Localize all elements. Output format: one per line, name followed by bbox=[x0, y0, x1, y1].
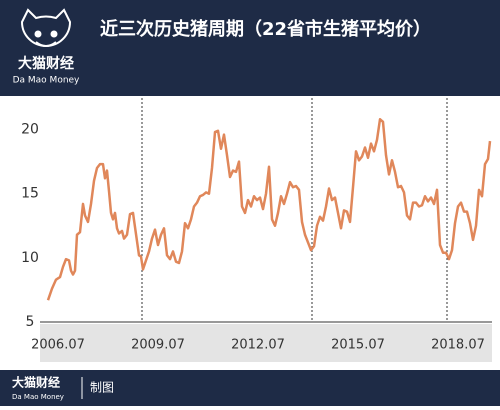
x-tick-label: 2009.07 bbox=[131, 338, 185, 353]
y-tick-label: 5 bbox=[26, 314, 35, 330]
footer-brand-en: Da Mao Money bbox=[12, 393, 64, 401]
price-line bbox=[46, 118, 492, 301]
footer-brand: 大猫财经 bbox=[12, 375, 60, 390]
brand: 大猫财经 bbox=[18, 55, 74, 72]
chart-title: 近三次历史猪周期（22省市生猪平均价） bbox=[100, 18, 431, 40]
header-band bbox=[0, 0, 500, 96]
brand-en: Da Mao Money bbox=[13, 76, 80, 86]
y-tick-label: 15 bbox=[21, 186, 39, 202]
x-tick-label: 2012.07 bbox=[231, 338, 285, 353]
x-tick-label: 2015.07 bbox=[331, 338, 385, 353]
footer-credit: 制图 bbox=[90, 381, 114, 395]
x-axis-band bbox=[40, 324, 492, 362]
y-tick-label: 10 bbox=[21, 250, 39, 266]
x-tick-label: 2006.07 bbox=[31, 338, 85, 353]
y-tick-label: 20 bbox=[21, 122, 39, 138]
logo bbox=[20, 8, 72, 47]
x-tick-label: 2018.07 bbox=[431, 338, 485, 353]
footer-band bbox=[0, 370, 500, 406]
